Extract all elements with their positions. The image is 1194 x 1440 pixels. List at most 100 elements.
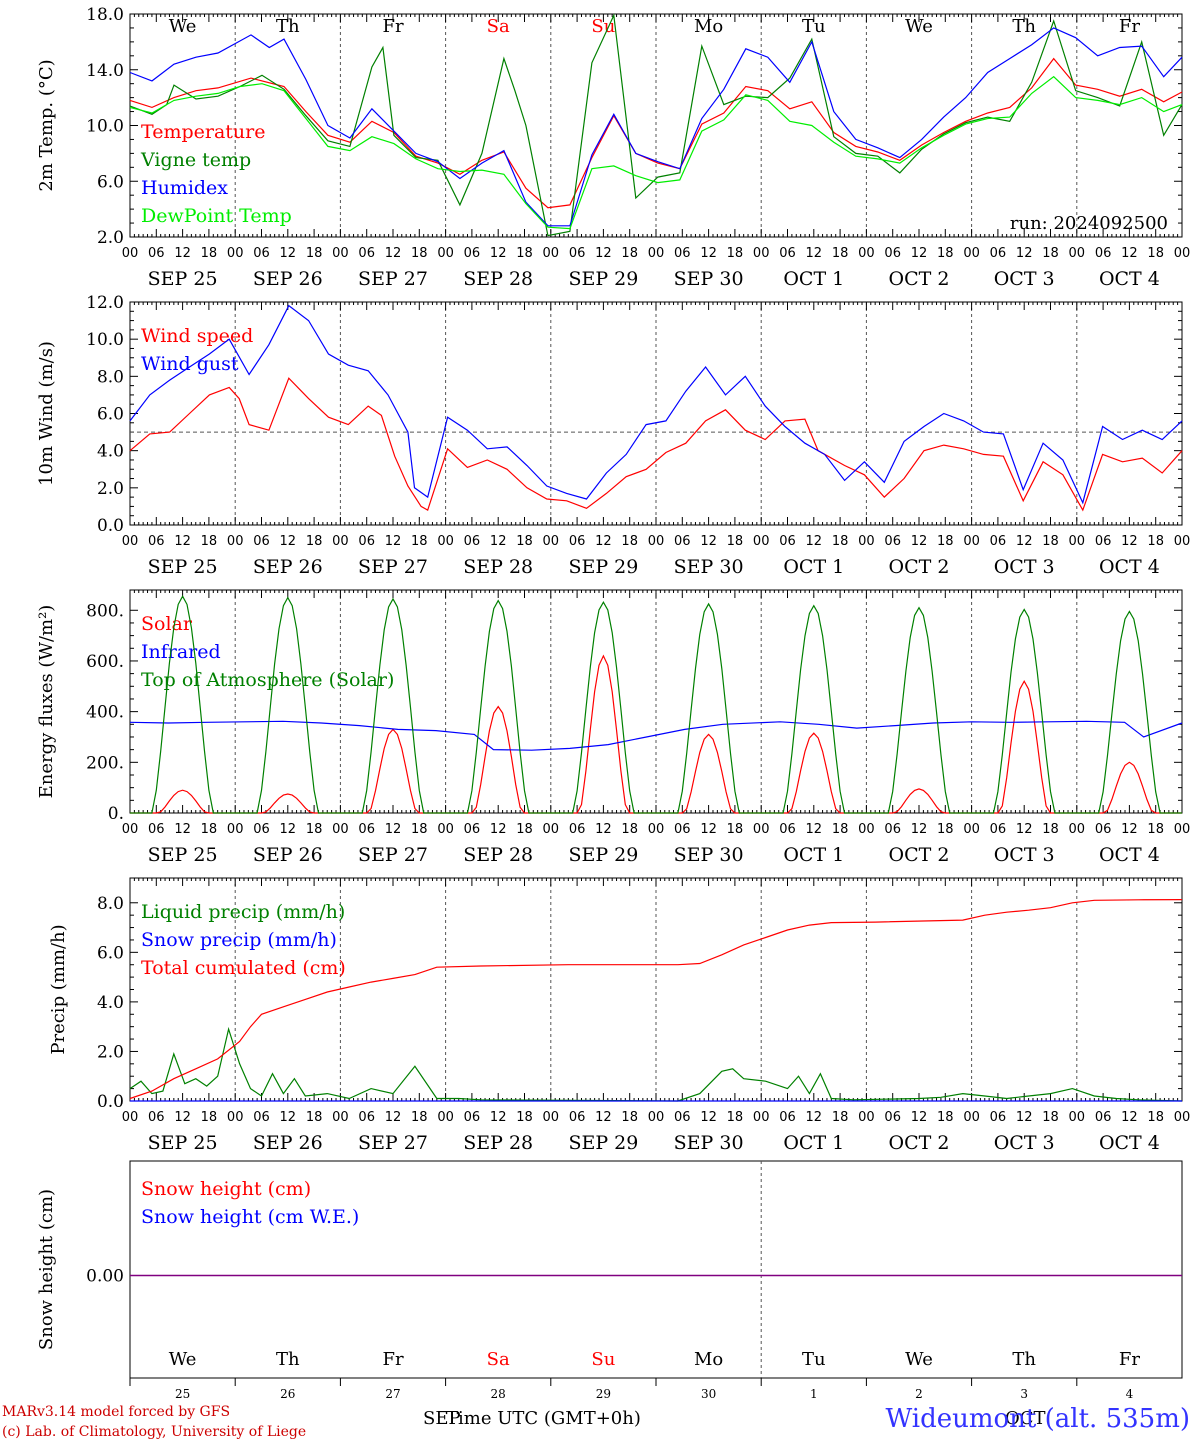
hour-tick-label: 18 — [1147, 534, 1164, 549]
hour-tick-label: 06 — [569, 1110, 586, 1125]
date-label: SEP 26 — [253, 844, 323, 866]
weekday-label: We — [169, 16, 197, 37]
date-label: SEP 27 — [358, 268, 428, 290]
hour-tick-label: 12 — [1016, 822, 1033, 837]
hour-tick-label: 12 — [490, 1110, 507, 1125]
hour-tick-label: 18 — [937, 822, 954, 837]
day-number-label: 1 — [810, 1387, 818, 1401]
weekday-label: We — [905, 1349, 933, 1370]
hour-tick-label: 12 — [911, 246, 928, 261]
ytick-label: 2.0 — [97, 479, 124, 499]
legend-entry: Wind gust — [141, 353, 239, 375]
hour-tick-label: 12 — [911, 1110, 928, 1125]
ytick-label: 0. — [108, 804, 124, 824]
hour-tick-label: 00 — [543, 246, 560, 261]
series-line-infrared — [129, 720, 1183, 751]
hour-tick-label: 18 — [1147, 1110, 1164, 1125]
hour-tick-label: 00 — [1174, 246, 1191, 261]
hour-tick-label: 18 — [1147, 246, 1164, 261]
hour-tick-label: 12 — [280, 1110, 297, 1125]
weekday-label: Tu — [802, 16, 826, 37]
day-number-label: 3 — [1020, 1387, 1028, 1401]
date-label: SEP 25 — [148, 1132, 218, 1154]
weekday-label: We — [905, 16, 933, 37]
day-number-label: 27 — [385, 1387, 400, 1401]
panel-frame — [129, 13, 1183, 238]
hour-tick-label: 18 — [832, 534, 849, 549]
series-line-dewpoint-temp — [129, 75, 1183, 230]
hour-tick-label: 18 — [727, 822, 744, 837]
series-line-wind-speed — [129, 377, 1183, 512]
hour-tick-label: 00 — [753, 534, 770, 549]
hour-tick-label: 12 — [1121, 1110, 1138, 1125]
legend-entry: Snow precip (mm/h) — [141, 929, 337, 951]
ytick-label: 600. — [86, 652, 124, 672]
weekday-label: Tu — [802, 1349, 826, 1370]
hour-tick-label: 00 — [648, 534, 665, 549]
hour-tick-label: 12 — [385, 534, 402, 549]
ytick-label: 6.0 — [97, 943, 124, 963]
date-label: OCT 3 — [994, 268, 1055, 290]
hour-tick-label: 06 — [253, 246, 270, 261]
hour-tick-label: 12 — [174, 1110, 191, 1125]
hour-tick-label: 06 — [779, 1110, 796, 1125]
date-label: SEP 25 — [148, 844, 218, 866]
day-number-label: 4 — [1126, 1387, 1134, 1401]
hour-tick-label: 12 — [385, 1110, 402, 1125]
hour-tick-label: 06 — [464, 822, 481, 837]
hour-tick-label: 00 — [858, 1110, 875, 1125]
weekday-label: Su — [591, 1349, 615, 1370]
legend-entry: Solar — [141, 613, 193, 635]
hour-tick-label: 18 — [727, 246, 744, 261]
legend-entry: Infrared — [141, 641, 221, 663]
weekday-label: Mo — [694, 1349, 723, 1370]
hour-tick-label: 06 — [779, 534, 796, 549]
series-line-humidex — [129, 27, 1183, 227]
hour-tick-label: 06 — [674, 822, 691, 837]
hour-tick-label: 06 — [884, 1110, 901, 1125]
hour-tick-label: 12 — [806, 246, 823, 261]
hour-tick-label: 06 — [990, 822, 1007, 837]
hour-tick-label: 00 — [1174, 1110, 1191, 1125]
hour-tick-label: 18 — [727, 1110, 744, 1125]
date-label: SEP 25 — [148, 556, 218, 578]
hour-tick-label: 18 — [1042, 1110, 1059, 1125]
series-line-liquid-precip-mm-h- — [129, 1026, 1183, 1102]
station-label: Wideumont (alt. 535m) — [886, 1404, 1190, 1434]
hour-tick-label: 12 — [911, 822, 928, 837]
hour-tick-label: 06 — [674, 1110, 691, 1125]
date-label: OCT 3 — [994, 844, 1055, 866]
yaxis-label: 10m Wind (m/s) — [36, 341, 57, 486]
panel-1: 2.0 6.0 10.0 14.0 18.0 2m Temp. (°C) 00 06 12 18 0… — [36, 5, 1190, 290]
hour-tick-label: 06 — [779, 822, 796, 837]
hour-tick-label: 12 — [700, 534, 717, 549]
date-label: OCT 1 — [783, 844, 844, 866]
legend-entry: DewPoint Temp — [141, 205, 292, 227]
hour-tick-label: 18 — [516, 246, 533, 261]
legend-entry: Snow height (cm) — [141, 1178, 311, 1200]
ytick-label: 0.00 — [86, 1267, 124, 1287]
date-label: SEP 30 — [674, 844, 744, 866]
series-line-wind-gust — [129, 304, 1183, 505]
hour-tick-label: 18 — [1042, 246, 1059, 261]
hour-tick-label: 18 — [1042, 534, 1059, 549]
hour-tick-label: 00 — [332, 534, 349, 549]
date-label: SEP 29 — [568, 1132, 638, 1154]
hour-tick-label: 06 — [990, 534, 1007, 549]
date-label: OCT 4 — [1099, 844, 1160, 866]
hour-tick-label: 12 — [595, 822, 612, 837]
hour-tick-label: 06 — [990, 1110, 1007, 1125]
hour-tick-label: 06 — [779, 246, 796, 261]
hour-tick-label: 12 — [700, 246, 717, 261]
date-label: SEP 28 — [463, 556, 533, 578]
hour-tick-label: 18 — [832, 246, 849, 261]
hour-tick-label: 00 — [437, 1110, 454, 1125]
xaxis-sep-label: SEP — [423, 1408, 461, 1429]
hour-tick-label: 00 — [122, 1110, 139, 1125]
series-line-top-of-atmosphere-solar- — [130, 595, 1182, 814]
hour-tick-label: 12 — [806, 534, 823, 549]
date-label: OCT 2 — [889, 844, 950, 866]
hour-tick-label: 00 — [963, 246, 980, 261]
weekday-label: Th — [276, 1349, 300, 1370]
